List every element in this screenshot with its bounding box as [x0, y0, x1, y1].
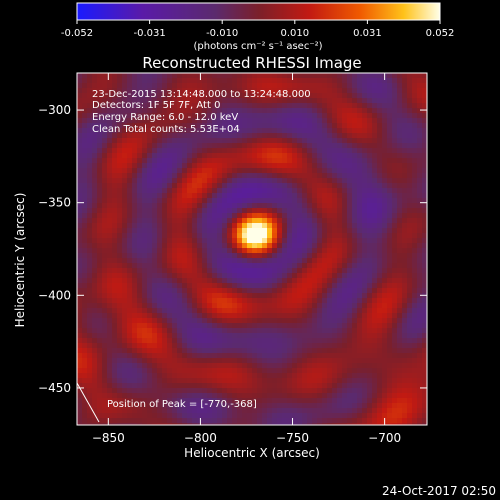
y-tick-label: −300: [38, 103, 71, 117]
annotation-counts: Clean Total counts: 5.53E+04: [92, 124, 240, 135]
x-tick-label: −700: [368, 431, 401, 445]
colorbar-tick-label: -0.052: [61, 28, 93, 39]
y-axis-ticks: −300 −350 −400 −450: [38, 103, 427, 395]
colorbar-tick-label: 0.052: [426, 28, 455, 39]
annotation-energy-range: Energy Range: 6.0 - 12.0 keV: [92, 112, 238, 123]
x-axis-label: Heliocentric X (arcsec): [184, 446, 320, 460]
heatmap: [77, 73, 427, 425]
y-axis-label: Heliocentric Y (arcsec): [13, 193, 27, 328]
y-tick-label: −350: [38, 196, 71, 210]
colorbar-tick-label: -0.010: [206, 28, 238, 39]
y-tick-label: −450: [38, 381, 71, 395]
limb-arc: [76, 382, 100, 423]
y-tick-label: −400: [38, 288, 71, 302]
chart-title: Reconstructed RHESSI Image: [142, 54, 361, 72]
x-axis-ticks: −850 −800 −750 −700: [92, 73, 401, 445]
annotation-detectors: Detectors: 1F 5F 7F, Att 0: [92, 100, 220, 111]
annotation-peak-position: Position of Peak = [-770,-368]: [107, 399, 257, 410]
colorbar: -0.052 -0.031 -0.010 0.010 0.031 0.052 (photo…: [61, 2, 454, 52]
annotations: 23-Dec-2015 13:14:48.000 to 13:24:48.000…: [92, 89, 311, 410]
plot-frame: [76, 72, 428, 426]
colorbar-tick-label: -0.031: [133, 28, 165, 39]
x-tick-label: −850: [92, 431, 125, 445]
annotation-time-range: 23-Dec-2015 13:14:48.000 to 13:24:48.000: [92, 89, 311, 100]
colorbar-gradient: [76, 2, 441, 21]
colorbar-units: (photons cm⁻² s⁻¹ asec⁻²): [193, 41, 322, 52]
x-tick-label: −800: [184, 431, 217, 445]
colorbar-ticks: -0.052 -0.031 -0.010 0.010 0.031 0.052: [61, 20, 454, 39]
x-tick-label: −750: [276, 431, 309, 445]
colorbar-tick-label: 0.031: [353, 28, 382, 39]
footer-timestamp: 24-Oct-2017 02:50: [382, 484, 496, 498]
colorbar-tick-label: 0.010: [280, 28, 309, 39]
